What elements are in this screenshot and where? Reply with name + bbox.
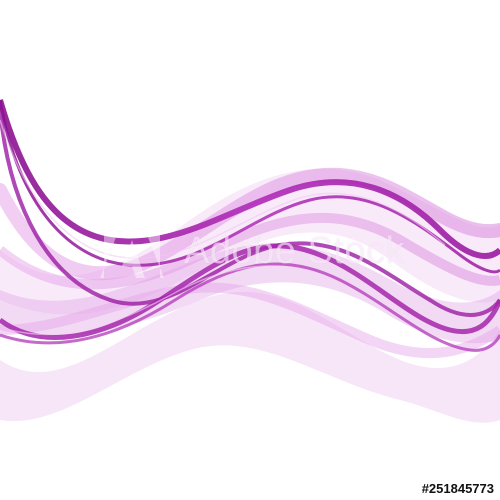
stock-image-id: #251845773 (421, 481, 494, 496)
wave-ribbon-dark-4 (0, 243, 500, 340)
wave-highlight-2 (9, 265, 346, 336)
wave-ribbon-dark-2 (0, 99, 500, 274)
wave-highlight-1 (0, 119, 446, 259)
wave-veil-lower (0, 291, 500, 423)
wave-ribbon-light-3 (0, 282, 500, 358)
wave-ribbon-light-2 (0, 212, 500, 290)
wave-ribbon-light-1 (0, 167, 500, 281)
wave-ribbon-dark-5 (0, 262, 500, 352)
wave-ribbon-dark-1 (0, 99, 500, 259)
wave-ribbon-dark-3 (0, 109, 500, 317)
